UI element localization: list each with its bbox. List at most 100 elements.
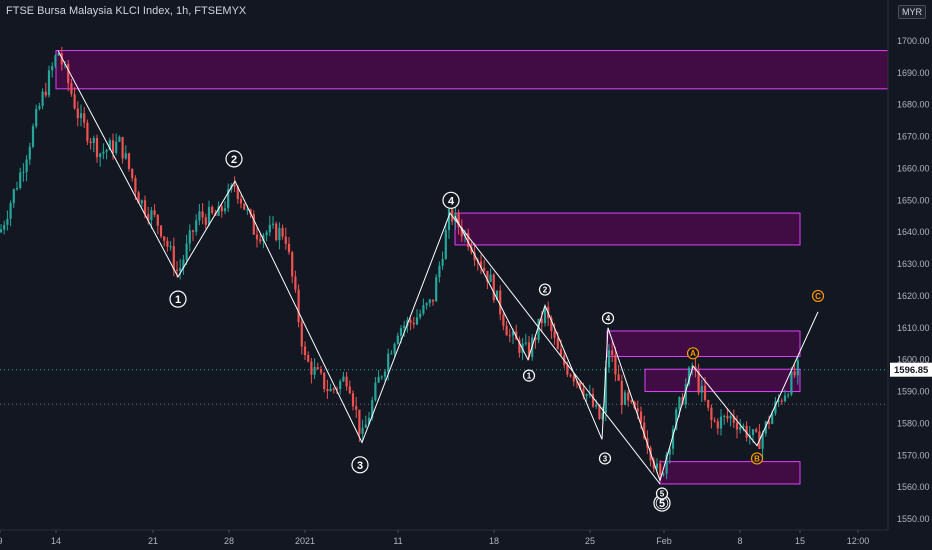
- candle-body: [467, 232, 470, 247]
- candle-body: [380, 376, 383, 378]
- candle-body: [777, 400, 780, 402]
- price-tick-label: 1660.00: [897, 163, 930, 173]
- candle-body: [687, 367, 691, 385]
- candle-body: [585, 394, 588, 397]
- candle-body: [604, 367, 607, 413]
- candle-body: [243, 203, 246, 210]
- candle-body: [607, 350, 611, 368]
- candle-body: [156, 214, 159, 226]
- price-tick-label: 1680.00: [897, 100, 930, 110]
- candle-body: [617, 374, 620, 381]
- candle-body: [684, 384, 687, 405]
- candle-body: [639, 411, 643, 423]
- candle-body: [172, 246, 175, 270]
- candle-body: [751, 429, 755, 436]
- wave-label-ring: [750, 452, 764, 465]
- candle-body: [713, 420, 716, 422]
- time-tick-label: 8: [737, 536, 742, 546]
- last-price-value: 1596.85: [894, 365, 929, 376]
- time-axis: 9 14 21 28 2021 11 18 25 Feb 8 15 12:00: [0, 530, 869, 546]
- wave-label-B: B: [750, 452, 764, 465]
- candle-body: [447, 209, 451, 231]
- candle-body: [614, 355, 617, 375]
- candle-body: [275, 223, 278, 241]
- candle-body: [377, 376, 380, 383]
- candle-body: [355, 406, 358, 410]
- candle-body: [252, 214, 255, 235]
- time-tick-label: 2021: [295, 536, 315, 546]
- candle-body: [700, 385, 703, 393]
- last-price-tag: 1596.85: [890, 362, 932, 377]
- candle-body: [438, 265, 441, 278]
- wave-label-1: 1: [169, 290, 187, 308]
- candle-body: [182, 259, 185, 269]
- candle-body: [195, 220, 198, 232]
- candle-body: [307, 355, 310, 362]
- candle-body: [463, 232, 467, 237]
- candle-body: [166, 240, 169, 247]
- candle-body: [99, 153, 102, 158]
- candle-body: [598, 404, 601, 419]
- candle-body: [255, 234, 259, 240]
- candle-body: [28, 146, 31, 160]
- time-tick-label: 11: [393, 536, 402, 546]
- candle-body: [793, 371, 796, 376]
- candle-body: [566, 364, 569, 375]
- time-tick-label: Feb: [656, 536, 672, 546]
- candle-body: [297, 289, 300, 323]
- candle-body: [553, 331, 556, 338]
- wave-label-text: 2: [231, 154, 237, 166]
- wave-label-4: 4: [442, 191, 460, 209]
- wave-label-text: 3: [603, 454, 608, 463]
- candle-body: [761, 433, 764, 449]
- candle-body: [783, 395, 787, 402]
- candle-body: [409, 320, 412, 323]
- candle-body: [207, 206, 211, 225]
- candle-body: [457, 213, 460, 228]
- candle-body: [502, 314, 505, 326]
- candle-body: [339, 381, 342, 389]
- wave-label-A: A: [686, 347, 700, 360]
- candle-body: [303, 346, 307, 356]
- candle-body: [124, 153, 127, 159]
- candle-body: [223, 208, 227, 212]
- candle-body: [262, 235, 265, 242]
- candle-body: [441, 259, 444, 266]
- candle-body: [204, 217, 207, 225]
- candle-body: [396, 335, 399, 344]
- candle-body: [435, 277, 438, 302]
- candle-body: [527, 342, 531, 358]
- candle-body: [678, 397, 681, 410]
- candle-body: [361, 427, 364, 434]
- candle-body: [460, 227, 463, 237]
- candle-body: [595, 404, 598, 407]
- wave-label-2: 2: [225, 150, 243, 168]
- candle-body: [419, 313, 422, 318]
- candle-body: [655, 463, 659, 469]
- currency-badge[interactable]: MYR: [898, 5, 926, 19]
- candle-body: [364, 424, 367, 428]
- candle-body: [742, 425, 745, 427]
- candle-body: [499, 290, 502, 315]
- candle-body: [300, 322, 303, 347]
- candle-body: [668, 448, 671, 455]
- candle-body: [601, 412, 604, 419]
- wave-line: [454, 216, 661, 481]
- price-tick-label: 1650.00: [897, 195, 930, 205]
- candle-body: [294, 276, 297, 290]
- wave-label-text: 2: [543, 285, 548, 294]
- price-tick-label: 1690.00: [897, 68, 930, 78]
- candle-body: [393, 343, 396, 354]
- candle-body: [332, 388, 335, 390]
- candle-body: [95, 138, 99, 158]
- wave-label-ring: [811, 289, 825, 303]
- candle-body: [111, 140, 115, 153]
- candle-body: [479, 261, 483, 268]
- candle-body: [217, 206, 220, 216]
- time-tick-label: 15: [795, 536, 805, 546]
- candle-body: [572, 376, 575, 382]
- time-tick-label: 18: [489, 536, 499, 546]
- candle-body: [76, 108, 79, 119]
- candle-body: [105, 149, 108, 152]
